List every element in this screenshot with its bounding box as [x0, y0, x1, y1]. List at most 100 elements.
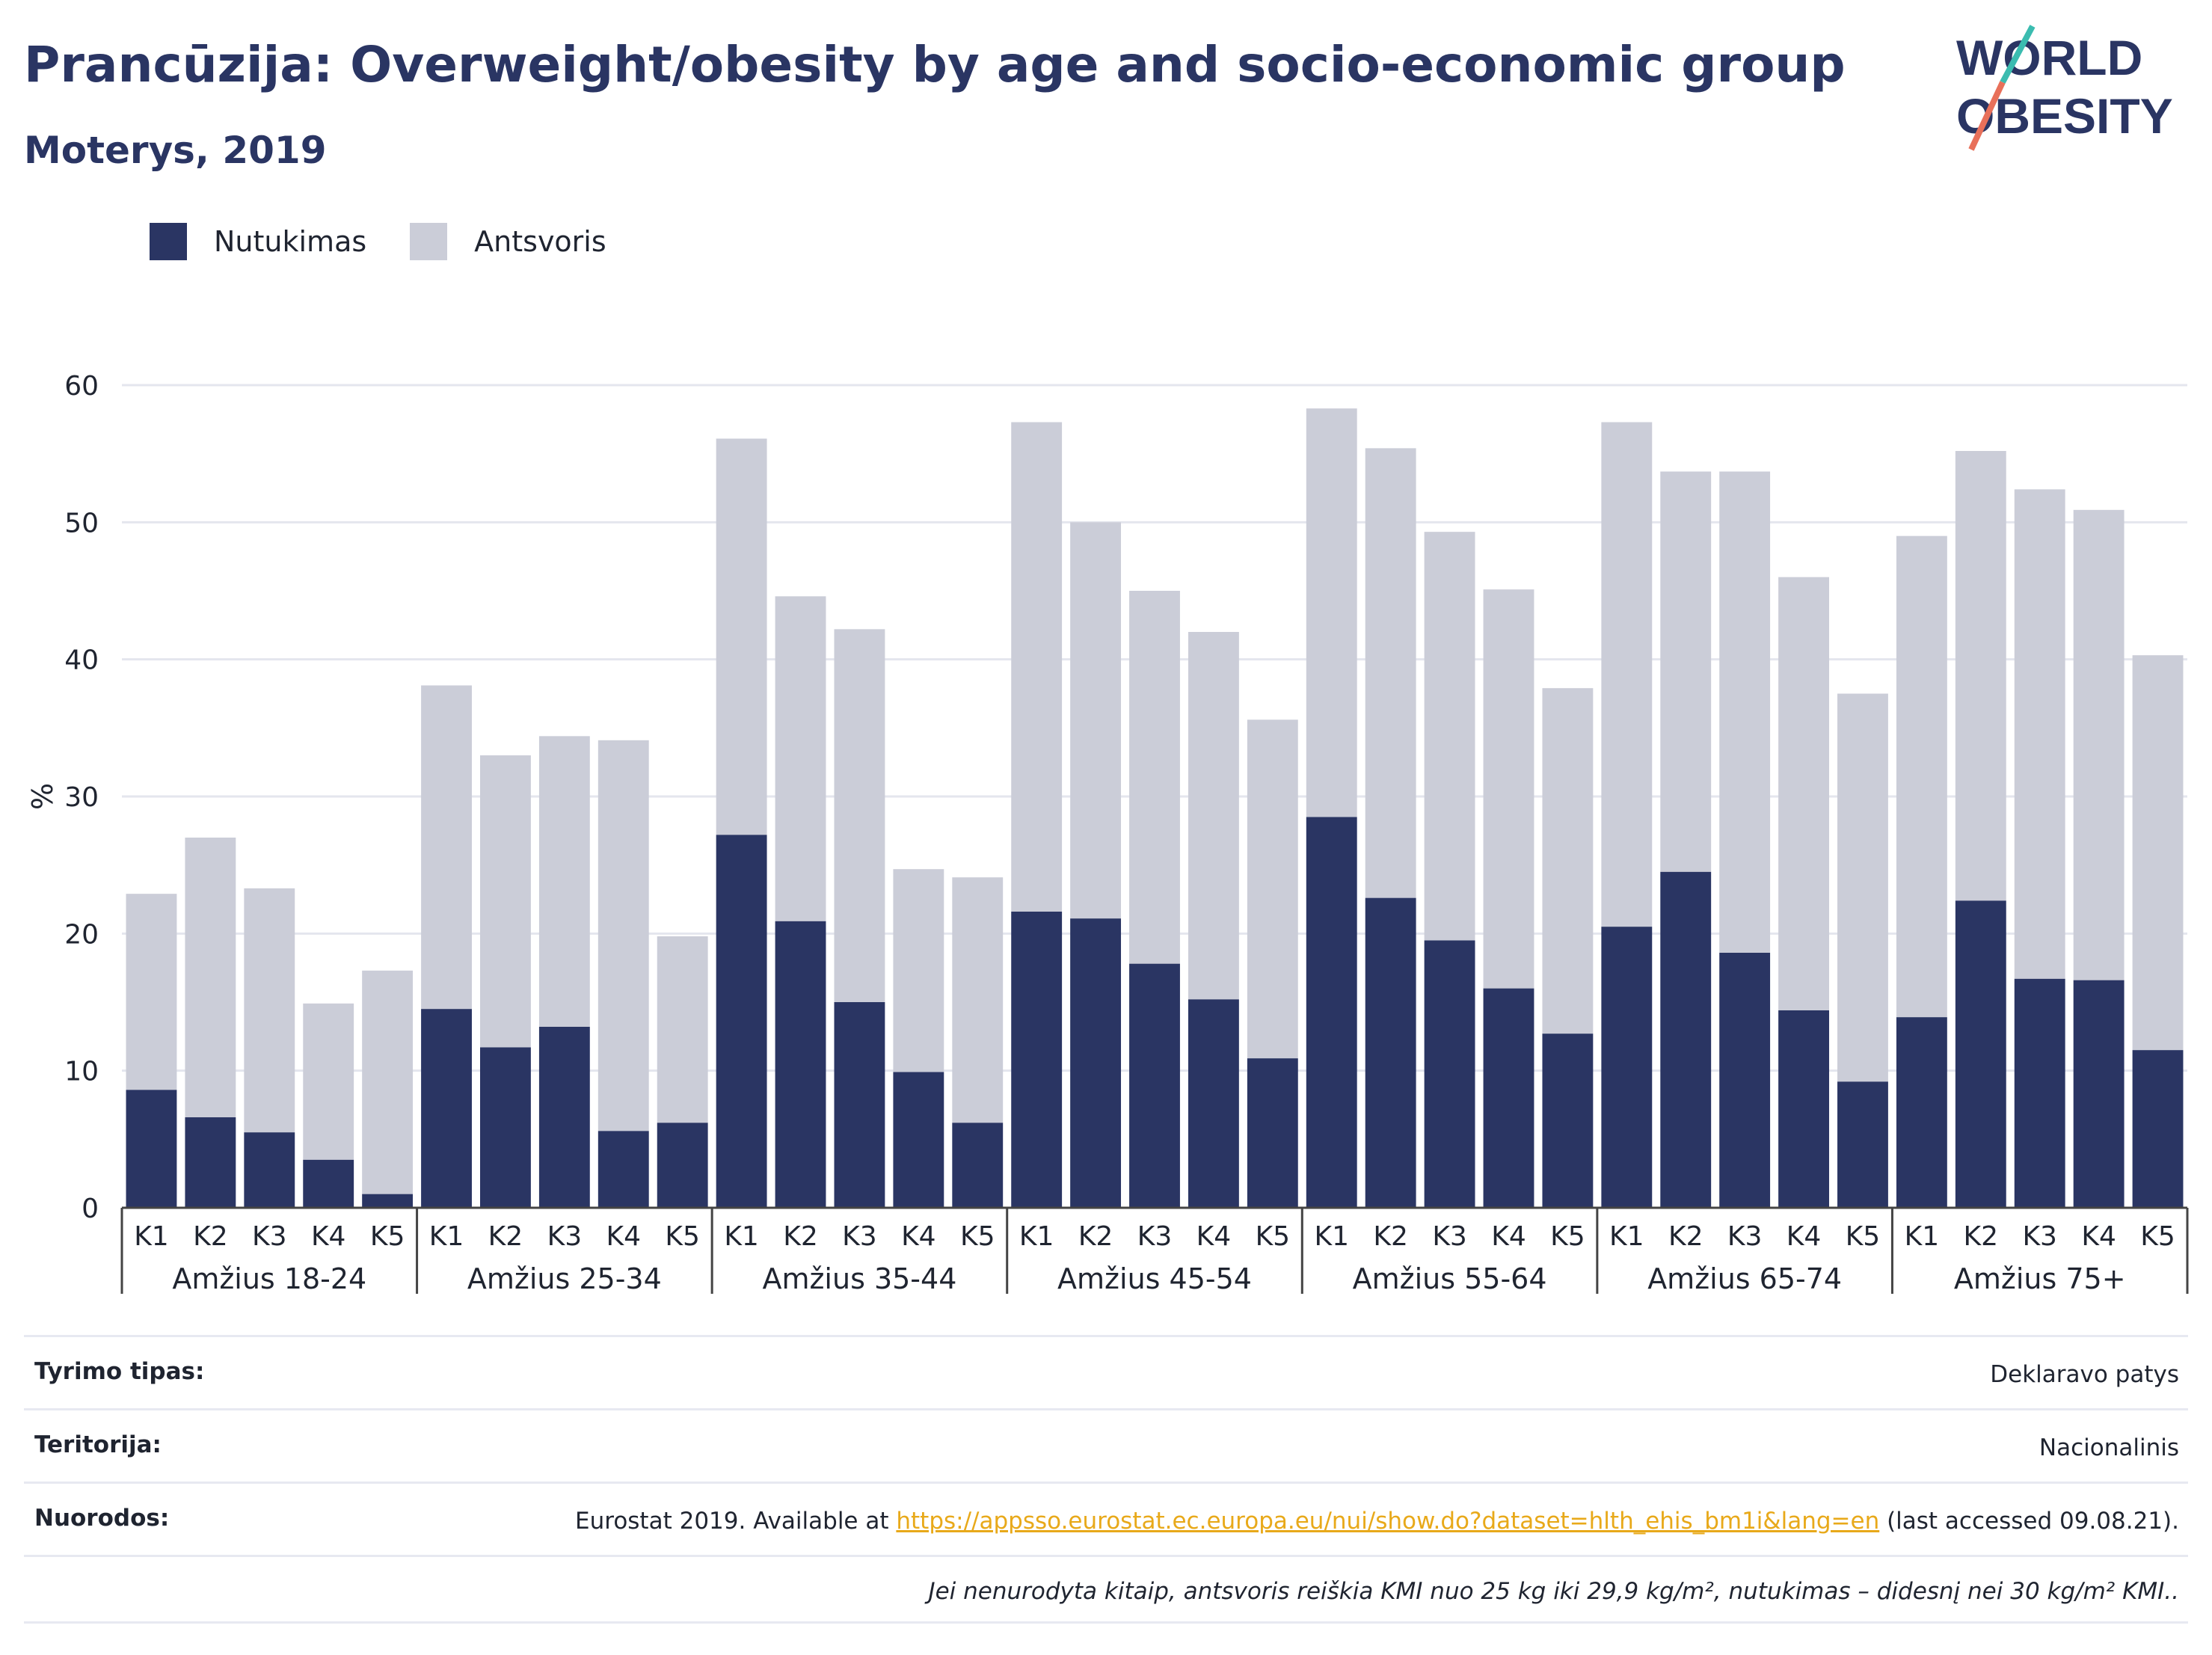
x-tick-label: K5	[1256, 1221, 1291, 1252]
x-tick-label: K3	[1727, 1221, 1763, 1252]
x-tick-label: K2	[193, 1221, 228, 1252]
meta-row-territory: Teritorija: Nacionalinis	[24, 1407, 2188, 1481]
group-label: Amžius 55-64	[1353, 1262, 1547, 1295]
x-tick-label: K1	[429, 1221, 464, 1252]
x-tick-label: K2	[1078, 1221, 1113, 1252]
bar-overweight	[834, 629, 885, 1002]
bar-overweight	[1837, 693, 1888, 1082]
bar-obesity	[1424, 940, 1475, 1208]
references-value: Eurostat 2019. Available at https://apps…	[575, 1505, 2179, 1538]
y-tick-label: 60	[64, 371, 99, 402]
chart-legend: Nutukimas Antsvoris	[150, 223, 650, 260]
x-tick-label: K3	[2022, 1221, 2057, 1252]
bar-overweight	[893, 869, 944, 1072]
bar-overweight	[1011, 422, 1063, 912]
bar-obesity	[362, 1194, 414, 1208]
x-tick-label: K3	[842, 1221, 877, 1252]
x-tick-label: K5	[370, 1221, 405, 1252]
territory-value: Nacionalinis	[2039, 1434, 2179, 1461]
legend-swatch-overweight	[410, 223, 448, 260]
bar-obesity	[126, 1090, 177, 1208]
definition-note: Jei nenurodyta kitaip, antsvoris reiškia…	[928, 1577, 2179, 1605]
bar-obesity	[1070, 918, 1122, 1208]
y-tick-label: 30	[64, 782, 99, 813]
x-tick-label: K1	[134, 1221, 169, 1252]
bar-obesity	[1483, 988, 1534, 1208]
y-tick-label: 20	[64, 919, 99, 950]
bar-overweight	[775, 596, 826, 921]
bar-overweight	[2014, 489, 2065, 979]
bar-obesity	[1955, 900, 2006, 1208]
legend-label-obesity: Nutukimas	[214, 225, 367, 258]
bar-obesity	[244, 1132, 295, 1208]
bar-obesity	[893, 1072, 944, 1208]
x-tick-label: K4	[311, 1221, 346, 1252]
x-tick-label: K4	[2081, 1221, 2116, 1252]
bar-overweight	[952, 877, 1004, 1123]
bar-overweight	[1483, 589, 1534, 989]
meta-row-note: Jei nenurodyta kitaip, antsvoris reiškia…	[24, 1554, 2188, 1624]
x-tick-label: K4	[901, 1221, 936, 1252]
bar-overweight	[1778, 577, 1829, 1010]
bar-obesity	[1365, 897, 1416, 1208]
bar-overweight	[597, 740, 649, 1132]
page-title: Prancūzija: Overweight/obesity by age an…	[24, 36, 1846, 93]
bar-overweight	[1306, 408, 1357, 817]
group-label: Amžius 25-34	[467, 1262, 662, 1295]
bar-obesity	[1837, 1081, 1888, 1208]
bar-overweight	[1129, 591, 1180, 964]
bar-obesity	[1601, 927, 1653, 1208]
x-tick-label: K1	[724, 1221, 759, 1252]
bar-overweight	[244, 888, 295, 1133]
group-label: Amžius 45-54	[1057, 1262, 1252, 1295]
references-link[interactable]: https://appsso.eurostat.ec.europa.eu/nui…	[896, 1507, 1880, 1535]
references-label: Nuorodos:	[34, 1504, 170, 1532]
x-tick-label: K5	[1550, 1221, 1585, 1252]
bar-obesity	[2073, 980, 2125, 1208]
y-tick-label: 40	[64, 645, 99, 676]
bar-overweight	[1955, 451, 2006, 901]
svg-text:WORLD: WORLD	[1956, 30, 2142, 85]
page-subtitle: Moterys, 2019	[24, 129, 327, 172]
bar-overweight	[185, 838, 236, 1117]
bar-obesity	[1011, 912, 1063, 1208]
x-tick-label: K2	[1373, 1221, 1408, 1252]
bar-overweight	[1719, 471, 1771, 953]
bar-obesity	[2014, 978, 2065, 1208]
x-tick-label: K4	[1787, 1221, 1822, 1252]
x-tick-label: K4	[1196, 1221, 1232, 1252]
bar-obesity	[952, 1123, 1004, 1208]
bar-overweight	[1424, 532, 1475, 941]
bar-overweight	[1188, 632, 1239, 1000]
y-tick-label: 0	[82, 1194, 99, 1224]
x-tick-label: K2	[783, 1221, 818, 1252]
legend-item-obesity: Nutukimas	[150, 223, 366, 260]
bar-obesity	[657, 1123, 708, 1208]
x-tick-label: K5	[1846, 1221, 1881, 1252]
bar-obesity	[185, 1117, 236, 1208]
x-tick-label: K3	[252, 1221, 287, 1252]
bar-overweight	[303, 1003, 354, 1160]
bar-obesity	[775, 921, 826, 1208]
x-tick-label: K5	[2140, 1221, 2175, 1252]
bar-overweight	[1896, 535, 1947, 1018]
group-label: Amžius 18-24	[172, 1262, 366, 1295]
references-suffix: (last accessed 09.08.21).	[1879, 1507, 2179, 1535]
bar-obesity	[538, 1027, 590, 1208]
references-prefix: Eurostat 2019. Available at	[575, 1507, 897, 1535]
bar-overweight	[657, 936, 708, 1123]
bar-overweight	[1247, 719, 1298, 1059]
legend-item-overweight: Antsvoris	[410, 223, 606, 260]
bar-obesity	[1778, 1010, 1829, 1208]
bar-obesity	[1542, 1034, 1594, 1208]
x-tick-label: K4	[606, 1221, 642, 1252]
x-tick-label: K5	[960, 1221, 995, 1252]
x-tick-label: K2	[488, 1221, 523, 1252]
meta-row-references: Nuorodos: Eurostat 2019. Available at ht…	[24, 1481, 2188, 1555]
survey-type-value: Deklaravo patys	[1990, 1361, 2179, 1388]
x-tick-label: K1	[1019, 1221, 1054, 1252]
bar-obesity	[597, 1131, 649, 1208]
bar-obesity	[834, 1002, 885, 1208]
group-label: Amžius 35-44	[762, 1262, 956, 1295]
